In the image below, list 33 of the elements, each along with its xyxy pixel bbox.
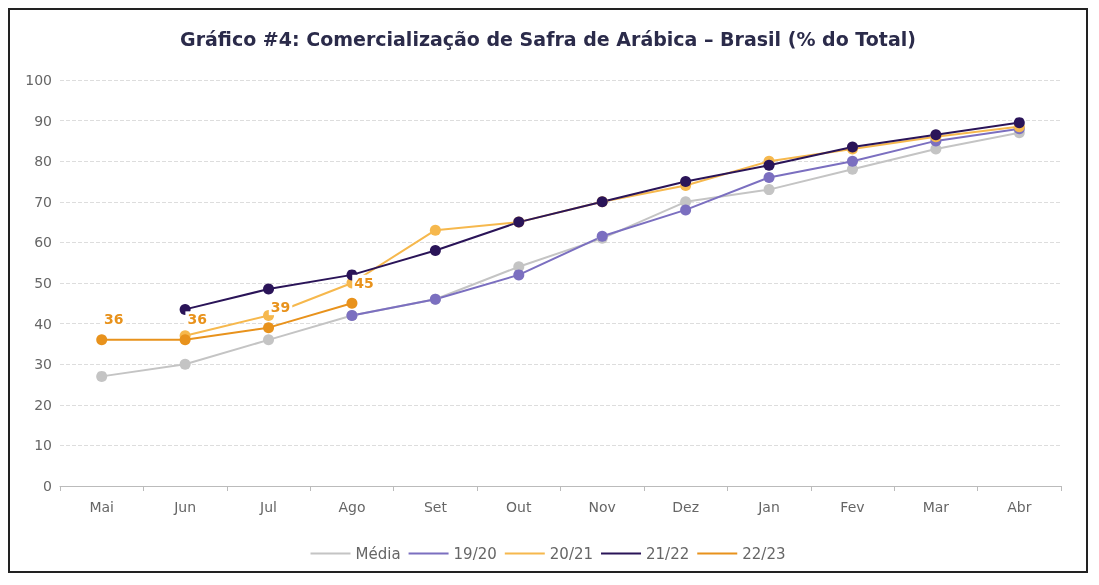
x-tick-label: Jun <box>173 499 197 515</box>
x-tick-label: Ago <box>338 499 366 515</box>
legend-label: 21/22 <box>646 544 690 563</box>
y-tick-label: 90 <box>34 112 52 129</box>
x-tick-label: Mai <box>89 499 114 515</box>
data-label: 45 <box>354 274 374 291</box>
legend-label: 22/23 <box>742 544 786 563</box>
legend-label: 19/20 <box>453 544 497 563</box>
x-tick-label: Jan <box>757 499 780 515</box>
y-tick-label: 10 <box>34 437 52 454</box>
x-tick-label: Jul <box>259 499 277 515</box>
y-tick-label: 70 <box>34 193 52 210</box>
data-label: 39 <box>270 299 291 316</box>
y-tick-label: 100 <box>25 72 52 88</box>
x-tick-label: Set <box>423 499 448 515</box>
x-tick-label: Dez <box>672 499 699 515</box>
y-tick-label: 50 <box>34 275 52 291</box>
y-tick-label: 30 <box>34 356 52 373</box>
y-tick-label: 0 <box>43 478 52 494</box>
x-tick-label: Mar <box>922 499 950 515</box>
data-label: 36 <box>187 311 207 328</box>
legend-label: Média <box>355 544 401 563</box>
y-tick-label: 60 <box>34 234 52 251</box>
y-tick-label: 40 <box>34 315 52 332</box>
x-tick-label: Abr <box>1007 499 1032 515</box>
x-tick-label: Fev <box>840 499 865 515</box>
x-tick-label: Out <box>506 499 532 515</box>
data-label: 36 <box>103 311 124 328</box>
y-tick-label: 80 <box>34 153 52 170</box>
chart-title: Gráfico #4: Comercialização de Safra de Arábica – Brasil (% do Total) <box>180 27 916 50</box>
x-tick-label: Nov <box>588 499 616 515</box>
legend-label: 20/21 <box>549 544 594 563</box>
y-tick-label: 20 <box>34 396 52 413</box>
